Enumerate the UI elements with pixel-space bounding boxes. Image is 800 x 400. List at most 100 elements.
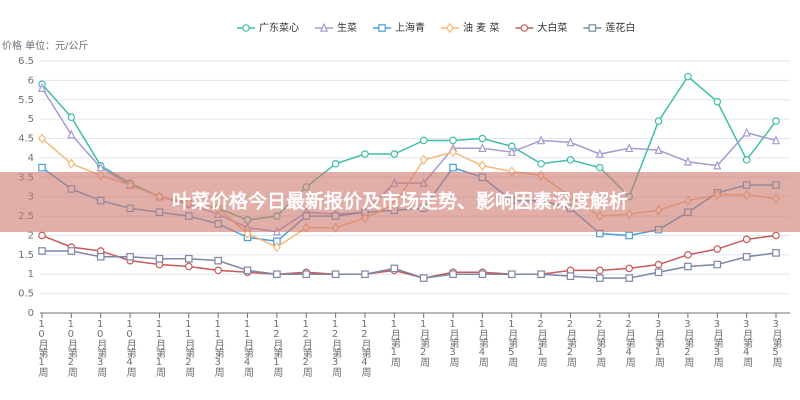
- point: [771, 135, 781, 145]
- point: [595, 148, 604, 158]
- x-tick-label: 10月第1周: [36, 319, 48, 378]
- banner-title: 叶菜价格今日最新报价及市场走势、影响因素深度解析: [172, 190, 628, 213]
- point: [361, 270, 369, 279]
- x-tick-label: 12月第4周: [359, 319, 371, 378]
- point: [214, 266, 222, 275]
- point: [684, 251, 692, 259]
- point: [185, 262, 193, 271]
- point: [684, 262, 692, 271]
- x-tick-label: 1月第3周: [447, 319, 459, 368]
- point: [243, 266, 252, 275]
- x-tick-label: 2月第2周: [564, 319, 576, 368]
- x-tick-label: 10月第4周: [124, 319, 136, 378]
- x-tick-label: 2月第3周: [594, 319, 606, 368]
- point: [478, 143, 487, 153]
- point: [625, 274, 634, 282]
- point: [242, 24, 250, 32]
- legend-label: 生菜: [337, 21, 357, 34]
- x-tick-label: 3月第4周: [741, 319, 753, 368]
- point: [214, 256, 222, 265]
- point: [742, 252, 751, 261]
- point: [67, 247, 76, 255]
- point: [478, 160, 487, 171]
- y-tick-label: 1: [28, 269, 34, 280]
- point: [38, 231, 46, 240]
- point: [378, 24, 386, 32]
- y-tick-label: 6.5: [18, 56, 34, 67]
- point: [155, 254, 164, 263]
- banner: [0, 172, 800, 232]
- point: [625, 143, 634, 153]
- x-tick-label: 12月第1周: [271, 319, 283, 378]
- point: [67, 158, 76, 169]
- x-tick-label: 11月第4周: [242, 319, 254, 378]
- x-tick-label: 2月第1周: [535, 319, 547, 368]
- point: [742, 235, 751, 244]
- legend-label: 上海青: [395, 21, 425, 34]
- y-tick-label: 5.5: [18, 95, 34, 106]
- point: [67, 113, 76, 122]
- point: [449, 163, 457, 172]
- point: [654, 268, 663, 277]
- x-tick-label: 3月第5周: [770, 319, 782, 368]
- legend-label: 莲花白: [605, 21, 635, 34]
- point: [390, 150, 399, 158]
- point: [38, 163, 46, 172]
- point: [331, 270, 340, 279]
- point: [684, 72, 692, 81]
- y-tick-label: 4: [28, 153, 34, 164]
- point: [185, 254, 193, 263]
- point: [449, 270, 457, 279]
- point: [331, 159, 340, 168]
- point: [537, 270, 545, 279]
- point: [566, 272, 575, 280]
- x-tick-label: 11月第2周: [183, 319, 195, 378]
- point: [520, 24, 529, 32]
- x-tick-label: 11月第3周: [212, 319, 224, 378]
- point: [625, 231, 634, 240]
- x-tick-label: 1月第4周: [476, 319, 488, 368]
- point: [37, 83, 47, 92]
- point: [566, 156, 575, 164]
- point: [449, 136, 457, 145]
- y-tick-label: 5: [28, 114, 34, 125]
- point: [566, 137, 575, 147]
- y-tick-label: 0.5: [18, 289, 34, 300]
- point: [38, 247, 46, 255]
- point: [446, 22, 454, 34]
- x-tick-label: 12月第3周: [330, 319, 342, 378]
- y-tick-label: 2: [28, 230, 34, 241]
- x-tick-label: 3月第2周: [682, 319, 694, 368]
- x-tick-label: 3月第1周: [653, 319, 665, 368]
- point: [713, 245, 722, 253]
- point: [772, 249, 780, 257]
- point: [319, 22, 329, 32]
- point: [588, 24, 597, 32]
- point: [96, 252, 105, 261]
- legend-label: 广东菜心: [259, 21, 299, 34]
- point: [273, 270, 281, 279]
- point: [596, 266, 604, 275]
- x-tick-label: 1月第5周: [506, 319, 518, 368]
- point: [713, 260, 722, 269]
- point: [654, 145, 663, 154]
- point: [419, 274, 428, 282]
- point: [654, 260, 663, 269]
- point: [772, 231, 780, 240]
- point: [390, 264, 399, 273]
- point: [478, 270, 487, 279]
- point: [126, 252, 134, 261]
- point: [625, 264, 634, 273]
- point: [654, 117, 663, 125]
- legend-label: 大白菜: [537, 21, 567, 34]
- point: [507, 270, 516, 279]
- point: [272, 241, 281, 253]
- point: [419, 154, 428, 166]
- point: [772, 117, 780, 125]
- point: [478, 134, 487, 143]
- y-axis-label: 价格 单位：元/公斤: [2, 39, 89, 52]
- point: [38, 133, 46, 144]
- point: [742, 156, 751, 164]
- x-tick-label: 10月第3周: [95, 319, 107, 378]
- point: [67, 129, 76, 139]
